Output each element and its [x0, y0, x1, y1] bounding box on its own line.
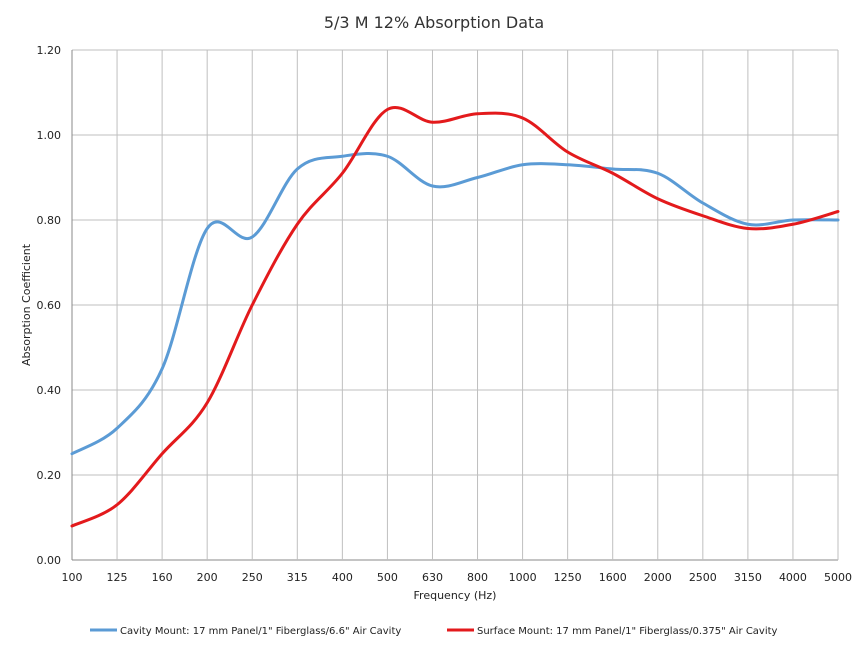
grid — [71, 49, 839, 561]
y-tick-label: 0.20 — [37, 469, 62, 482]
y-axis-label: Absorption Coefficient — [20, 243, 33, 366]
y-tick-label: 0.60 — [37, 299, 62, 312]
x-tick-label: 3150 — [734, 571, 762, 584]
x-tick-label: 630 — [422, 571, 443, 584]
surface-mount-line — [70, 106, 840, 528]
x-tick-label: 100 — [62, 571, 83, 584]
x-tick-label: 2500 — [689, 571, 717, 584]
x-tick-label: 1000 — [509, 571, 537, 584]
x-tick-label: 250 — [242, 571, 263, 584]
legend-item-surface-mount: Surface Mount: 17 mm Panel/1" Fiberglass… — [447, 626, 778, 637]
x-tick-label: 2000 — [644, 571, 672, 584]
x-tick-label: 400 — [332, 571, 353, 584]
x-axis-ticks: 100 125 160 200 250 315 400 500 630 800 1000 1250 16… — [62, 571, 853, 584]
x-tick-label: 4000 — [779, 571, 807, 584]
x-tick-label: 800 — [467, 571, 488, 584]
x-tick-label: 315 — [287, 571, 308, 584]
x-tick-label: 200 — [197, 571, 218, 584]
x-tick-label: 5000 — [824, 571, 852, 584]
x-tick-label: 160 — [152, 571, 173, 584]
cavity-mount-line — [70, 152, 840, 456]
y-tick-label: 0.80 — [37, 214, 62, 227]
x-tick-label: 125 — [107, 571, 128, 584]
x-tick-label: 1600 — [599, 571, 627, 584]
y-axis-ticks: 0.00 0.20 0.40 0.60 0.80 1.00 1.20 — [37, 44, 62, 567]
legend-label: Surface Mount: 17 mm Panel/1" Fiberglass… — [477, 626, 778, 637]
legend-item-cavity-mount: Cavity Mount: 17 mm Panel/1" Fiberglass/… — [90, 626, 401, 637]
y-tick-label: 0.00 — [37, 554, 62, 567]
chart-title: 5/3 M 12% Absorption Data — [324, 13, 544, 32]
x-tick-label: 1250 — [554, 571, 582, 584]
x-tick-label: 500 — [377, 571, 398, 584]
legend: Cavity Mount: 17 mm Panel/1" Fiberglass/… — [90, 626, 778, 637]
y-tick-label: 1.20 — [37, 44, 62, 57]
legend-label: Cavity Mount: 17 mm Panel/1" Fiberglass/… — [120, 626, 401, 637]
series-lines — [70, 106, 840, 528]
y-tick-label: 1.00 — [37, 129, 62, 142]
x-axis-label: Frequency (Hz) — [414, 589, 497, 602]
y-tick-label: 0.40 — [37, 384, 62, 397]
